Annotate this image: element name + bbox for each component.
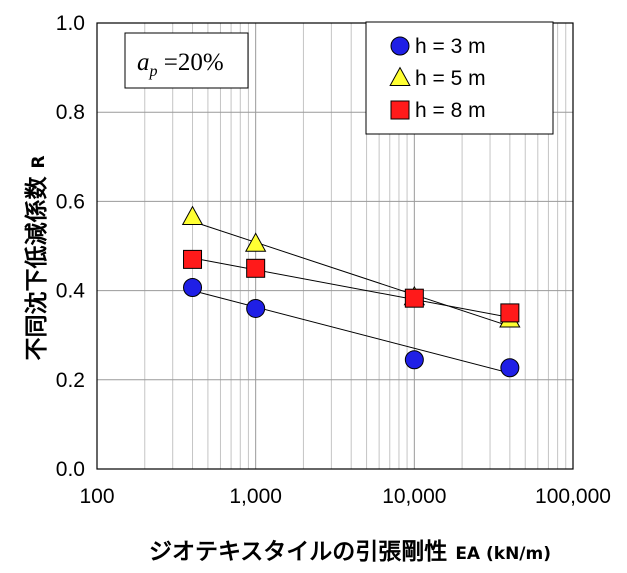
data-point: [183, 249, 203, 269]
y-tick-label: 1.0: [56, 12, 85, 35]
y-axis-title: 不同沈下低減係数R: [24, 155, 50, 360]
y-tick-labels: 0.0 0.2 0.4 0.6 0.8 1.0: [56, 12, 86, 481]
legend-label: h = 8 m: [415, 99, 486, 122]
y-tick-label: 0.2: [56, 369, 85, 392]
data-point: [246, 298, 266, 318]
data-point: [181, 205, 204, 225]
y-tick-label: 0.0: [56, 458, 85, 481]
data-point: [244, 232, 267, 252]
legend-label: h = 3 m: [415, 35, 486, 58]
legend-marker: [389, 66, 411, 86]
legend-marker: [390, 36, 410, 56]
y-tick-label: 0.8: [56, 101, 85, 124]
data-point: [404, 350, 424, 370]
x-tick-labels: 100 1,000 10,000 100,000: [79, 485, 610, 508]
data-point: [500, 358, 520, 378]
x-tick-label: 100: [79, 485, 114, 508]
legend: h = 3 m h = 5 m h = 8 m: [365, 21, 554, 135]
x-tick-label: 100,000: [535, 485, 611, 508]
trend-line: [192, 220, 511, 327]
legend-label: h = 5 m: [415, 67, 486, 90]
annotation-box: [124, 32, 249, 89]
annotation-text: ap =20%: [137, 49, 224, 80]
data-point: [404, 288, 424, 308]
grid: [97, 23, 573, 469]
data-point: [183, 277, 203, 297]
data-point: [500, 303, 520, 323]
trend-lines: [192, 220, 511, 374]
annotation: ap =20%: [124, 32, 249, 89]
data-markers: [181, 205, 521, 378]
y-tick-label: 0.4: [56, 280, 86, 303]
x-tick-label: 10,000: [382, 485, 446, 508]
data-point: [246, 258, 266, 278]
trend-line: [192, 290, 510, 374]
x-axis-title: ジオテキスタイルの引張剛性 EA (kN/m): [149, 539, 551, 565]
legend-marker: [390, 100, 410, 120]
trend-line: [192, 257, 510, 318]
plot-frame: [96, 22, 574, 470]
x-tick-label: 1,000: [229, 485, 282, 508]
y-tick-label: 0.6: [56, 190, 85, 213]
